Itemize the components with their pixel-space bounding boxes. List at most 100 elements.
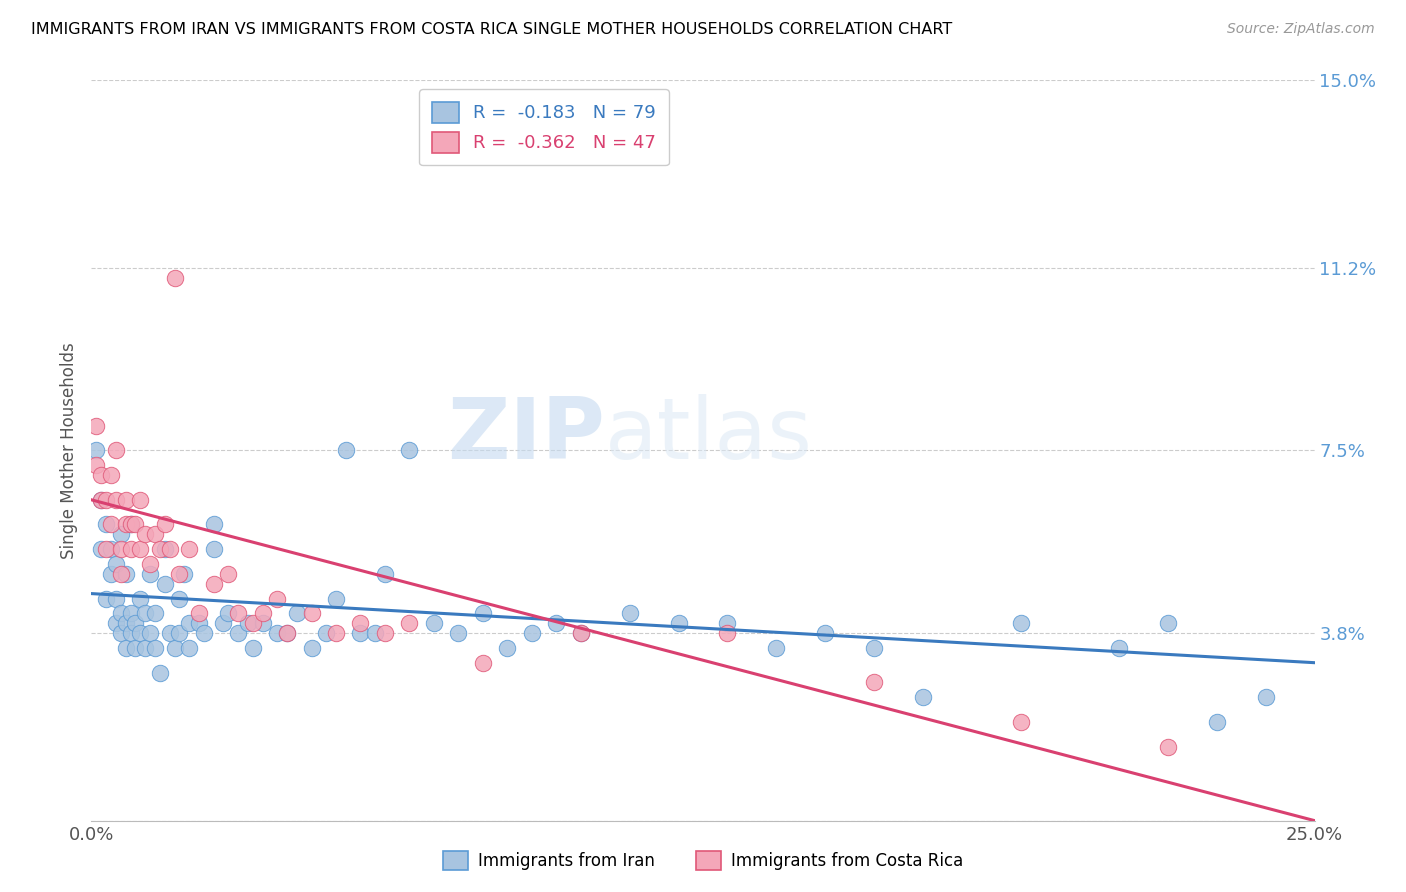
Point: [104, 492, 127, 507]
Point: [173, 566, 195, 581]
Text: Source: ZipAtlas.com: Source: ZipAtlas.com: [1227, 22, 1375, 37]
Point: [129, 591, 152, 606]
Legend: Immigrants from Iran, Immigrants from Costa Rica: Immigrants from Iran, Immigrants from Co…: [436, 844, 970, 877]
Point: [143, 607, 166, 621]
Point: [104, 557, 127, 571]
Point: [242, 616, 264, 631]
Point: [569, 626, 592, 640]
Point: [104, 443, 127, 458]
Point: [252, 616, 274, 631]
Point: [94, 517, 117, 532]
Point: [114, 517, 136, 532]
Point: [266, 591, 288, 606]
Point: [169, 626, 191, 640]
Point: [134, 527, 156, 541]
Point: [114, 492, 136, 507]
Point: [153, 576, 176, 591]
Point: [315, 626, 337, 640]
Point: [84, 458, 107, 473]
Point: [301, 640, 323, 655]
Point: [100, 468, 122, 483]
Legend: R =  -0.183   N = 79, R =  -0.362   N = 47: R = -0.183 N = 79, R = -0.362 N = 47: [419, 89, 669, 165]
Point: [1205, 714, 1227, 729]
Point: [163, 270, 186, 285]
Point: [668, 616, 690, 631]
Point: [716, 626, 738, 640]
Point: [110, 542, 132, 557]
Point: [520, 626, 543, 640]
Point: [202, 576, 225, 591]
Point: [285, 607, 308, 621]
Point: [124, 640, 146, 655]
Point: [179, 542, 201, 557]
Point: [1010, 714, 1032, 729]
Point: [149, 665, 172, 680]
Point: [120, 517, 142, 532]
Point: [153, 517, 176, 532]
Point: [114, 640, 136, 655]
Point: [349, 626, 371, 640]
Point: [104, 616, 127, 631]
Point: [236, 616, 259, 631]
Point: [124, 517, 146, 532]
Point: [619, 607, 641, 621]
Point: [100, 566, 122, 581]
Point: [1254, 690, 1277, 705]
Point: [266, 626, 288, 640]
Point: [129, 626, 152, 640]
Point: [169, 591, 191, 606]
Point: [84, 443, 107, 458]
Point: [193, 626, 215, 640]
Point: [129, 492, 152, 507]
Point: [90, 492, 112, 507]
Point: [374, 626, 396, 640]
Point: [496, 640, 519, 655]
Point: [84, 418, 107, 433]
Point: [120, 626, 142, 640]
Point: [1108, 640, 1130, 655]
Point: [90, 468, 112, 483]
Point: [1157, 616, 1180, 631]
Point: [447, 626, 470, 640]
Point: [90, 542, 112, 557]
Point: [134, 640, 156, 655]
Point: [226, 607, 249, 621]
Point: [139, 566, 162, 581]
Point: [364, 626, 387, 640]
Point: [912, 690, 935, 705]
Point: [765, 640, 787, 655]
Point: [301, 607, 323, 621]
Point: [398, 443, 420, 458]
Point: [349, 616, 371, 631]
Point: [110, 626, 132, 640]
Point: [104, 591, 127, 606]
Point: [110, 527, 132, 541]
Point: [423, 616, 446, 631]
Text: IMMIGRANTS FROM IRAN VS IMMIGRANTS FROM COSTA RICA SINGLE MOTHER HOUSEHOLDS CORR: IMMIGRANTS FROM IRAN VS IMMIGRANTS FROM …: [31, 22, 952, 37]
Text: atlas: atlas: [605, 394, 813, 477]
Point: [149, 542, 172, 557]
Point: [143, 527, 166, 541]
Point: [325, 626, 347, 640]
Point: [1010, 616, 1032, 631]
Point: [120, 517, 142, 532]
Point: [94, 492, 117, 507]
Point: [863, 675, 886, 690]
Point: [143, 640, 166, 655]
Point: [100, 542, 122, 557]
Point: [471, 656, 494, 670]
Point: [129, 542, 152, 557]
Point: [179, 640, 201, 655]
Point: [202, 542, 225, 557]
Point: [325, 591, 347, 606]
Point: [863, 640, 886, 655]
Point: [716, 616, 738, 631]
Point: [110, 607, 132, 621]
Point: [153, 542, 176, 557]
Point: [252, 607, 274, 621]
Point: [188, 616, 211, 631]
Point: [159, 542, 181, 557]
Point: [114, 566, 136, 581]
Point: [114, 616, 136, 631]
Point: [120, 542, 142, 557]
